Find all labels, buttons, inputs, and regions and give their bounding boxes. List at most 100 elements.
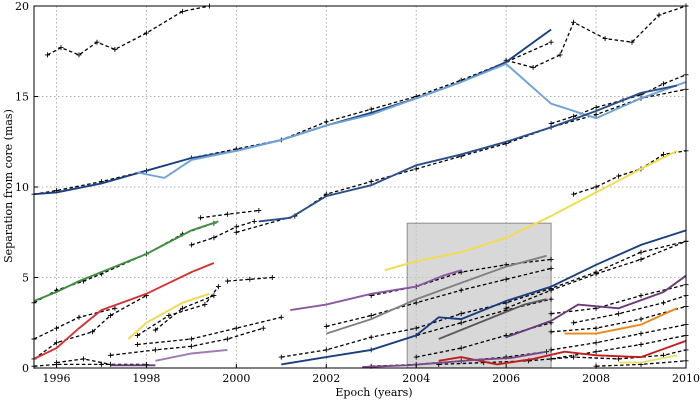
- model-point: [593, 325, 599, 331]
- series-line-9: [326, 254, 547, 335]
- model-point: [656, 12, 662, 18]
- model-point: [661, 352, 666, 358]
- model-point: [112, 305, 118, 311]
- tick-labels: 1996 1998 2000 2002 2004 2006 2008 2010 0 5 10 15 20: [15, 0, 700, 385]
- series-line-11: [438, 298, 547, 340]
- y-tick-label: 10: [15, 181, 29, 194]
- model-point: [323, 323, 329, 329]
- series-line-13: [564, 307, 678, 335]
- model-point: [54, 325, 59, 331]
- x-tick-label: 2008: [582, 372, 610, 385]
- model-point: [548, 296, 554, 302]
- model-point: [107, 352, 113, 358]
- model-point: [616, 356, 622, 362]
- model-point: [134, 342, 140, 347]
- model-point: [602, 36, 608, 42]
- model-point: [233, 224, 239, 230]
- model-point: [638, 342, 644, 347]
- model-line-12: [227, 276, 273, 282]
- series-line-12: [505, 274, 687, 339]
- model-point: [197, 215, 203, 221]
- model-point: [413, 354, 419, 360]
- model-line-2: [505, 5, 687, 69]
- series-line-6: [33, 262, 215, 360]
- model-point: [593, 112, 599, 118]
- model-point: [215, 284, 221, 290]
- model-point: [368, 334, 374, 340]
- model-point: [152, 327, 158, 333]
- model-point: [94, 39, 100, 45]
- model-point: [638, 249, 644, 255]
- model-point: [112, 46, 118, 52]
- model-point: [548, 265, 554, 271]
- model-point: [143, 30, 149, 36]
- y-axis-label: Separation from core (mas): [2, 109, 15, 263]
- model-point: [76, 52, 82, 58]
- x-tick-label: 2010: [672, 372, 700, 385]
- model-point: [593, 104, 599, 110]
- series-line-7: [127, 292, 210, 340]
- series-line-16: [155, 348, 228, 362]
- model-line-16: [137, 316, 282, 346]
- model-point: [661, 151, 666, 157]
- series-line-18: [618, 354, 678, 364]
- model-point: [548, 287, 554, 293]
- model-point: [593, 184, 599, 190]
- x-tick-label: 1996: [42, 372, 70, 385]
- model-point: [202, 302, 208, 308]
- model-point: [152, 347, 158, 353]
- model-point: [413, 325, 419, 331]
- model-point: [81, 356, 86, 362]
- plot-frame: [33, 5, 687, 369]
- model-point: [188, 336, 194, 342]
- model-line-18: [326, 267, 552, 328]
- model-point: [638, 316, 644, 322]
- x-tick-label: 1998: [132, 372, 160, 385]
- series-line-4: [384, 149, 678, 272]
- model-point: [368, 313, 374, 318]
- model-point: [278, 314, 284, 320]
- model-point: [278, 354, 284, 360]
- model-point: [90, 329, 95, 335]
- model-point: [224, 211, 230, 217]
- y-tick-label: 15: [15, 91, 29, 104]
- model-point: [58, 45, 64, 51]
- model-point: [548, 311, 554, 317]
- model-point: [530, 65, 536, 70]
- model-point: [224, 336, 230, 342]
- model-point: [593, 340, 599, 346]
- y-tick-label: 5: [22, 272, 29, 285]
- model-point: [233, 229, 239, 235]
- model-point: [233, 325, 239, 331]
- model-point: [571, 19, 577, 25]
- model-point: [548, 39, 554, 45]
- model-point: [638, 256, 644, 262]
- model-point: [548, 256, 554, 262]
- series-line-3: [258, 84, 678, 223]
- model-line-26: [550, 323, 687, 351]
- x-tick-label: 2004: [402, 372, 430, 385]
- model-point: [571, 191, 577, 197]
- model-point: [368, 179, 374, 185]
- model-point: [557, 52, 563, 58]
- model-point: [413, 300, 419, 306]
- model-point: [323, 347, 329, 353]
- model-line-23: [551, 284, 687, 315]
- y-tick-label: 0: [22, 362, 29, 375]
- model-point: [98, 361, 104, 367]
- model-point: [260, 325, 266, 331]
- model-point: [571, 320, 577, 326]
- model-point: [256, 208, 262, 213]
- model-point: [269, 275, 275, 280]
- data-series: [33, 28, 687, 369]
- model-line-1: [47, 5, 210, 56]
- model-point: [616, 173, 622, 179]
- model-point: [107, 313, 113, 318]
- model-point: [179, 305, 185, 311]
- model-point: [179, 8, 185, 14]
- model-line-27: [550, 334, 687, 360]
- model-point: [323, 119, 329, 125]
- model-point: [166, 313, 172, 318]
- series-line-8: [290, 269, 462, 312]
